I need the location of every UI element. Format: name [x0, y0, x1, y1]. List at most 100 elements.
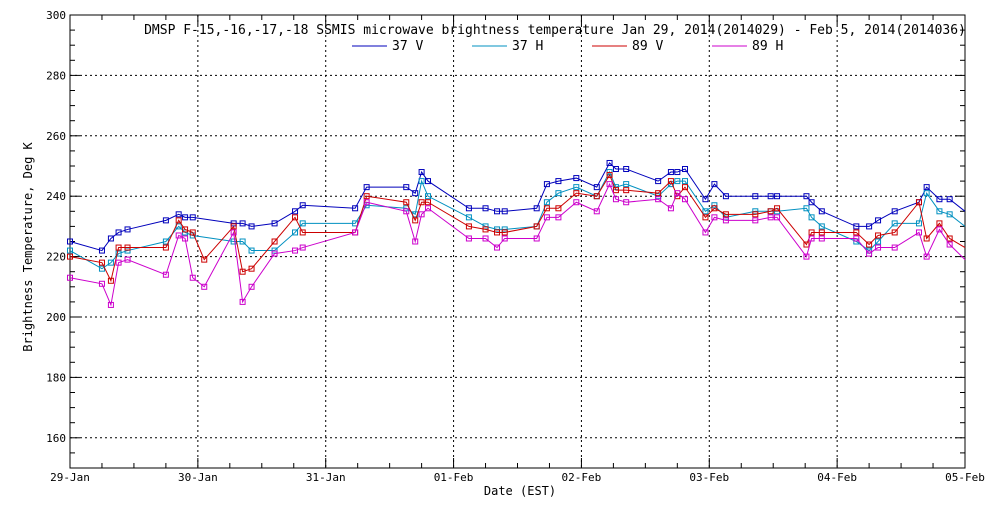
legend-label: 89 H	[752, 39, 783, 54]
data-point	[494, 244, 501, 251]
data-point	[363, 193, 370, 200]
data-point	[248, 283, 255, 290]
data-point	[722, 217, 729, 224]
data-point	[818, 223, 825, 230]
data-point	[182, 235, 189, 242]
y-tick-label: 280	[46, 69, 66, 82]
legend-label: 37 V	[392, 39, 423, 54]
data-point	[67, 253, 73, 260]
data-point	[271, 220, 278, 227]
data-point	[891, 229, 898, 236]
data-point	[612, 166, 619, 173]
data-point	[573, 199, 580, 206]
data-point	[175, 217, 182, 224]
data-point	[501, 208, 508, 215]
data-point	[752, 208, 759, 215]
data-point	[230, 229, 237, 236]
data-point	[248, 265, 255, 272]
legend-label: 89 V	[632, 39, 663, 54]
data-point	[352, 229, 359, 236]
data-point	[494, 229, 501, 236]
axes: 160 180 200 220 240 260 280 300 29-Jan 30-Jan 31-J…	[46, 9, 985, 484]
data-point	[923, 235, 930, 242]
data-point	[107, 301, 114, 308]
data-point	[711, 214, 718, 221]
data-point	[606, 181, 613, 188]
data-point	[352, 205, 359, 212]
data-point	[808, 214, 815, 221]
data-point	[98, 247, 105, 254]
series-89-h	[67, 181, 966, 308]
data-point	[915, 199, 922, 206]
data-point	[482, 226, 489, 233]
y-tick-label: 300	[46, 9, 66, 22]
data-point	[891, 220, 898, 227]
data-point	[593, 193, 600, 200]
series-line	[69, 162, 966, 252]
data-point	[162, 271, 169, 278]
data-point	[808, 229, 815, 236]
data-point	[875, 232, 882, 239]
data-point	[115, 229, 122, 236]
data-point	[465, 235, 472, 242]
data-point	[946, 196, 953, 203]
data-point	[606, 172, 613, 179]
data-point	[946, 241, 953, 248]
data-point	[162, 217, 169, 224]
data-point	[239, 238, 246, 245]
data-point	[803, 253, 810, 260]
series-lines	[67, 159, 966, 308]
data-point	[702, 208, 709, 215]
data-point	[98, 280, 105, 287]
x-tick-label: 29-Jan	[50, 471, 90, 484]
data-point	[946, 211, 953, 218]
series-line	[69, 182, 966, 307]
x-tick-label: 30-Jan	[178, 471, 218, 484]
data-point	[655, 196, 662, 203]
data-point	[555, 214, 562, 221]
data-point	[425, 205, 431, 212]
data-point	[363, 199, 370, 206]
data-point	[115, 250, 122, 257]
data-point	[875, 244, 882, 251]
data-point	[767, 208, 774, 215]
data-point	[853, 229, 860, 236]
data-point	[175, 211, 182, 218]
data-point	[711, 181, 718, 188]
y-axis-title: Brightness Temperature, Deg K	[21, 141, 35, 351]
x-tick-label: 03-Feb	[689, 471, 729, 484]
data-point	[722, 211, 729, 218]
grid	[70, 15, 965, 468]
data-point	[681, 196, 688, 203]
data-point	[853, 235, 860, 242]
data-point	[774, 193, 781, 200]
data-point	[533, 223, 540, 230]
data-point	[543, 214, 550, 221]
data-point	[702, 196, 709, 203]
plot-frame	[69, 14, 966, 469]
data-point	[292, 229, 299, 236]
chart-title: DMSP F-15,-16,-17,-18 SSMIS microwave br…	[144, 23, 966, 38]
data-point	[818, 208, 825, 215]
data-point	[923, 184, 930, 191]
data-point	[767, 193, 774, 200]
x-tick-label: 02-Feb	[562, 471, 602, 484]
data-point	[201, 283, 208, 290]
data-point	[501, 229, 508, 236]
data-point	[752, 193, 759, 200]
data-point	[201, 256, 208, 263]
data-point	[936, 220, 943, 227]
data-point	[418, 199, 425, 206]
data-point	[555, 178, 562, 185]
data-point	[803, 205, 810, 212]
data-point	[162, 244, 169, 251]
data-point	[403, 208, 410, 215]
data-point	[107, 277, 114, 284]
data-point	[623, 199, 630, 206]
data-point	[230, 223, 237, 230]
data-point	[501, 235, 508, 242]
data-point	[915, 229, 922, 236]
data-point	[866, 241, 873, 248]
